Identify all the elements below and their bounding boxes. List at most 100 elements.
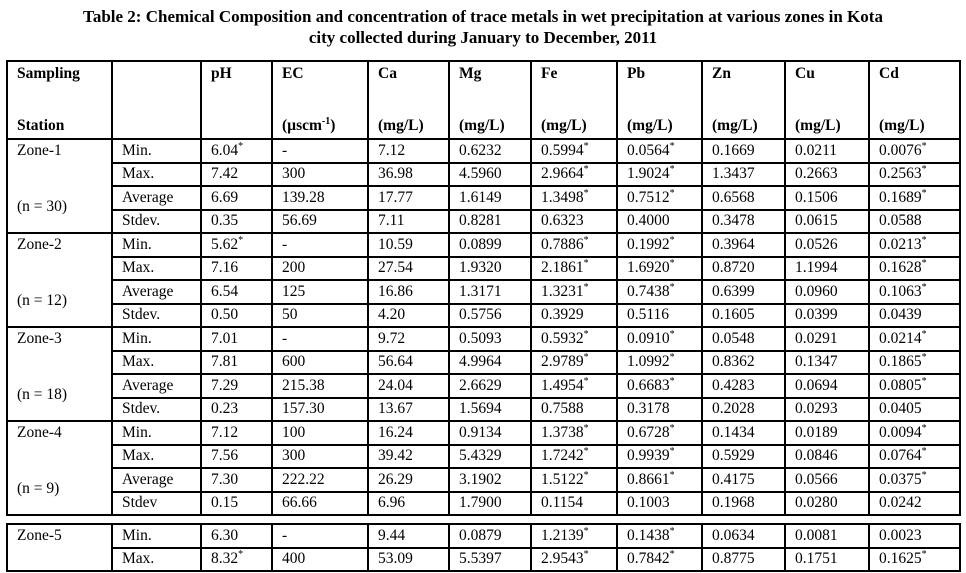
value-cell-ca: 13.67 xyxy=(367,396,450,422)
value-cell-mg: 1.6149 xyxy=(448,185,532,211)
header-fe-wrap: Fe (mg/L) xyxy=(533,63,615,137)
table-row: Stdev. 0.23 157.30 13.67 1.5694 0.7588 0.3178 0… xyxy=(7,396,961,422)
value-cell-zn: 0.1968 xyxy=(701,490,786,516)
value-cell-ec: 139.28 xyxy=(271,185,369,211)
parameter-unit: (mg/L) xyxy=(712,117,758,134)
value-cell-zn: 0.6568 xyxy=(701,185,786,211)
value-cell-mg: 1.5694 xyxy=(448,396,532,422)
table-row: Average 6.54 125 16.86 1.3171 1.3231* 0.7438* 0… xyxy=(7,279,961,305)
value-cell-ec: 222.22 xyxy=(271,467,369,493)
value-cell-ec: 200 xyxy=(271,255,369,281)
stat-cell: Max. xyxy=(111,255,202,281)
header-cell-ca: Ca (mg/L) xyxy=(367,60,450,140)
value-cell-ca: 39.42 xyxy=(367,443,450,469)
value-cell-ec: 300 xyxy=(271,443,369,469)
value-cell-fe: 1.7242* xyxy=(530,443,618,469)
value-cell-cd: 0.0375* xyxy=(868,467,961,493)
parameter-name: Cu xyxy=(795,65,815,82)
value-cell-pb: 1.6920* xyxy=(616,255,703,281)
value-cell-cd: 0.0242 xyxy=(868,490,961,516)
table-row: Zone-5 Min. 6.30-9.44 0.0879 1.2139* 0.1438* 0… xyxy=(6,523,961,572)
value-cell-pb: 0.1992* xyxy=(616,232,703,258)
value-cell-cd: 0.0076* xyxy=(868,138,961,164)
value-cell-pb: 0.3178 xyxy=(616,396,703,422)
value-cell-ph: 6.30 xyxy=(200,523,273,549)
value-cell-fe: 1.3231* xyxy=(530,279,618,305)
value-cell-cd: 0.1625* xyxy=(868,546,961,572)
value-cell-cd: 0.0405 xyxy=(868,396,961,422)
value-cell-ph: 7.81 xyxy=(200,349,273,375)
value-cell-cu: 0.0211 xyxy=(784,138,870,164)
data-table-continuation: Zone-5 Min. 6.30-9.44 0.0879 1.2139* 0.1438* 0… xyxy=(6,523,961,572)
header-cell-mg: Mg (mg/L) xyxy=(448,60,532,140)
header-sampling-label: Sampling xyxy=(17,65,80,82)
zone-label: Zone-3 xyxy=(17,330,62,347)
value-cell-cu: 0.0960 xyxy=(784,279,870,305)
value-cell-fe: 2.9664* xyxy=(530,161,618,187)
value-cell-zn: 0.0634 xyxy=(701,523,786,549)
value-cell-ph: 7.01 xyxy=(200,326,273,352)
value-cell-pb: 0.9939* xyxy=(616,443,703,469)
header-cell-cu: Cu (mg/L) xyxy=(784,60,870,140)
parameter-unit: (mg/L) xyxy=(879,117,925,134)
value-cell-ec: 400 xyxy=(271,546,369,572)
value-cell-ca: 4.20 xyxy=(367,302,450,328)
value-cell-ph: 5.62* xyxy=(200,232,273,258)
value-cell-cu: 0.0526 xyxy=(784,232,870,258)
value-cell-zn: 0.8362 xyxy=(701,349,786,375)
value-cell-fe: 0.6323 xyxy=(530,208,618,234)
value-cell-ca: 26.29 xyxy=(367,467,450,493)
zone-n-label: (n = 18) xyxy=(17,386,68,403)
value-cell-cu: 0.0399 xyxy=(784,302,870,328)
value-cell-mg: 5.5397 xyxy=(448,546,532,572)
value-cell-pb: 0.6728* xyxy=(616,420,703,446)
value-cell-mg: 4.9964 xyxy=(448,349,532,375)
table-row: Max. 7.16 200 27.54 1.9320 2.1861* 1.6920* 0.87… xyxy=(7,255,961,281)
value-cell-zn: 0.8775 xyxy=(701,546,786,572)
value-cell-pb: 0.7842* xyxy=(616,546,703,572)
value-cell-cd: 0.1865* xyxy=(868,349,961,375)
stat-cell: Min. xyxy=(111,138,202,164)
value-cell-cu: 0.0293 xyxy=(784,396,870,422)
parameter-name: EC xyxy=(282,65,304,82)
stat-cell: Stdev xyxy=(111,490,202,516)
stat-cell: Average xyxy=(111,279,202,305)
table-row: Max. 7.42 300 36.98 4.5960 2.9664* 1.9024* 1.34… xyxy=(7,161,961,187)
value-cell-ec: 600 xyxy=(271,349,369,375)
value-cell-cd: 0.1628* xyxy=(868,255,961,281)
value-cell-fe: 0.1154 xyxy=(530,490,618,516)
value-cell-mg: 0.9134 xyxy=(448,420,532,446)
header-cell-zn: Zn (mg/L) xyxy=(701,60,786,140)
value-cell-ph: 6.04* xyxy=(200,138,273,164)
value-cell-fe: 1.4954* xyxy=(530,373,618,399)
table-row: Max. 8.32* 400 53.09 5.5397 2.9543* 0.7842* 0.8… xyxy=(7,546,961,572)
value-cell-cd: 0.2563* xyxy=(868,161,961,187)
value-cell-cd: 0.0214* xyxy=(868,326,961,352)
table-row: Max. 7.81 600 56.64 4.9964 2.9789* 1.0992* 0.83… xyxy=(7,349,961,375)
value-cell-zn: 0.2028 xyxy=(701,396,786,422)
stat-cell: Stdev. xyxy=(111,208,202,234)
header-cell-fe: Fe (mg/L) xyxy=(530,60,618,140)
table-row: Average 7.30 222.22 26.29 3.1902 1.5122* 0.866… xyxy=(7,467,961,493)
table-row: Zone-1 (n = 30) Min. 6.04* -7.12 0.6232 0.5994… xyxy=(6,138,961,234)
value-cell-zn: 0.0548 xyxy=(701,326,786,352)
value-cell-pb: 0.7512* xyxy=(616,185,703,211)
zone-n-label: (n = 9) xyxy=(17,480,60,497)
value-cell-fe: 2.1861* xyxy=(530,255,618,281)
value-cell-pb: 0.1438* xyxy=(616,523,703,549)
value-cell-ph: 6.69 xyxy=(200,185,273,211)
value-cell-cu: 0.0615 xyxy=(784,208,870,234)
parameter-name: Ca xyxy=(378,65,397,82)
value-cell-cu: 0.0694 xyxy=(784,373,870,399)
stat-cell: Min. xyxy=(111,420,202,446)
value-cell-fe: 1.2139* xyxy=(530,523,618,549)
value-cell-ec: 300 xyxy=(271,161,369,187)
value-cell-ec: 100 xyxy=(271,420,369,446)
parameter-unit: (mg/L) xyxy=(627,117,673,134)
value-cell-ca: 10.59 xyxy=(367,232,450,258)
zone-label: Zone-2 xyxy=(17,236,62,253)
value-cell-mg: 1.3171 xyxy=(448,279,532,305)
value-cell-ca: 7.11 xyxy=(367,208,450,234)
zone-cell: Zone-4 (n = 9) xyxy=(6,420,113,516)
value-cell-ec: 215.38 xyxy=(271,373,369,399)
